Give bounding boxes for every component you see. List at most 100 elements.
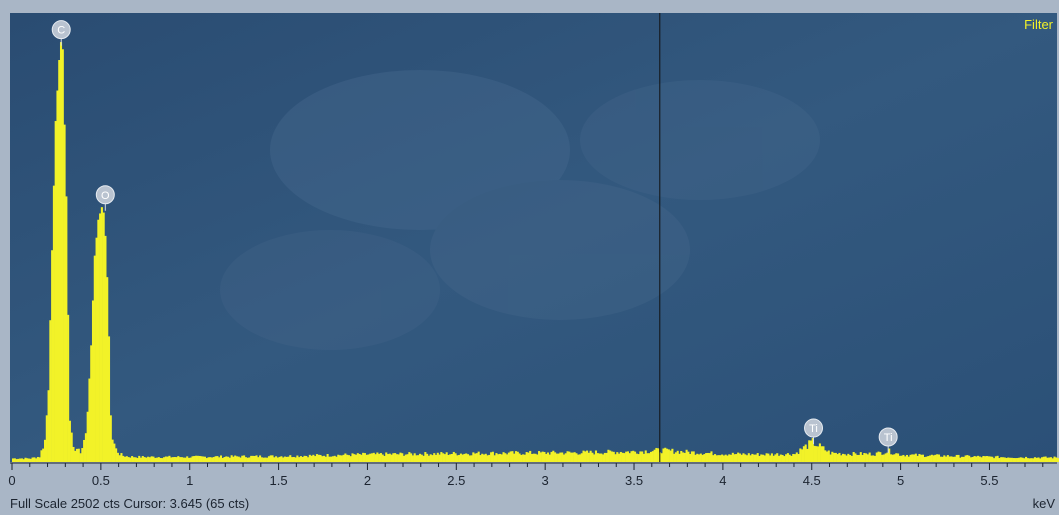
spectrum-bin (856, 454, 859, 462)
peak-marker-ti[interactable]: Ti (804, 418, 824, 445)
spectrum-bin (612, 451, 615, 462)
spectrum-bin (991, 456, 994, 462)
spectrum-bin (177, 456, 180, 462)
spectrum-bin (20, 458, 23, 462)
spectrum-bin (753, 454, 756, 462)
spectrum-bin (31, 457, 34, 462)
spectrum-bin (385, 452, 388, 462)
spectrum-bin (36, 456, 39, 462)
spectrum-bin (475, 453, 478, 462)
spectrum-bin (575, 453, 578, 462)
spectrum-bin (1053, 456, 1056, 462)
spectrum-bin (438, 454, 441, 462)
spectrum-bin (863, 453, 866, 462)
spectrum-bin (666, 448, 669, 462)
spectrum-bin (877, 451, 880, 462)
spectrum-bin (710, 451, 713, 462)
spectrum-bin (504, 453, 507, 462)
spectrum-bin (683, 452, 686, 462)
spectrum-bin (136, 458, 139, 462)
spectrum-bin (131, 456, 134, 462)
spectrum-bin (516, 451, 519, 462)
spectrum-bin (42, 448, 45, 462)
spectrum-bin (65, 196, 68, 462)
spectrum-bin (767, 453, 770, 462)
spectrum-bin (898, 455, 901, 462)
spectrum-bin (680, 450, 683, 462)
spectrum-bin (841, 453, 845, 462)
spectrum-bin (427, 455, 430, 462)
spectrum-bin (552, 450, 555, 462)
spectrum-bin (319, 454, 322, 462)
spectrum-bin (410, 453, 413, 462)
spectrum-bin (486, 455, 489, 462)
spectrum-bin (948, 456, 951, 462)
spectrum-bin (1023, 458, 1026, 462)
spectrum-bin (538, 451, 541, 462)
spectrum-bin (189, 457, 192, 462)
spectrum-bin (660, 453, 663, 462)
spectrum-bin (323, 455, 326, 462)
peak-marker-circle (95, 185, 115, 205)
spectrum-bin (1055, 457, 1058, 462)
spectrum-series (12, 42, 1059, 463)
spectrum-bin (593, 454, 596, 462)
spectrum-bin (278, 456, 281, 462)
spectrum-bin (724, 454, 727, 462)
plot-area[interactable] (10, 13, 1057, 462)
spectrum-bin (122, 455, 125, 462)
spectrum-bin (507, 452, 510, 462)
spectrum-bin (623, 453, 626, 462)
spectrum-bin (530, 454, 534, 462)
spectrum-bin (701, 454, 704, 462)
spectrum-bin (729, 454, 733, 462)
peak-marker-o[interactable]: O (95, 185, 115, 211)
spectrum-bin (424, 452, 427, 462)
peak-label: O (101, 190, 110, 202)
peak-label: Ti (884, 432, 893, 444)
peak-marker-circle (878, 427, 898, 447)
spectrum-bin (426, 453, 429, 462)
spectrum-bin (532, 453, 535, 462)
spectrum-bin (161, 458, 164, 462)
spectrum-bin (699, 453, 702, 462)
spectrum-bin (1012, 458, 1015, 462)
spectrum-bin (250, 455, 253, 462)
spectrum-bin (929, 455, 932, 462)
spectrum-bin (868, 452, 871, 462)
spectrum-bin (255, 455, 258, 462)
spectrum-bin (173, 456, 176, 462)
spectrum-bin (840, 455, 843, 462)
spectrum-bin (132, 457, 135, 462)
spectrum-bin (1019, 457, 1022, 462)
spectrum-bin (218, 457, 221, 462)
spectrum-bin (621, 452, 624, 462)
spectrum-bin (15, 459, 18, 462)
spectrum-bin (371, 453, 374, 462)
spectrum-bin (520, 454, 523, 462)
spectrum-bin (214, 456, 217, 462)
spectrum-bin (399, 452, 402, 462)
spectrum-bin (749, 455, 752, 462)
spectrum-bin (998, 458, 1001, 462)
filter-label[interactable]: Filter (1024, 17, 1054, 32)
spectrum-bin (740, 454, 743, 462)
spectrum-bin (857, 454, 861, 462)
spectrum-bin (685, 449, 688, 462)
spectrum-bin (1042, 456, 1045, 462)
spectrum-bin (346, 454, 349, 462)
spectrum-bin (820, 446, 823, 462)
spectrum-bin (1003, 457, 1006, 462)
spectrum-bin (401, 453, 404, 462)
spectrum-bin (104, 235, 107, 462)
spectrum-bin (689, 453, 692, 462)
peak-marker-c[interactable]: C (51, 20, 71, 46)
spectrum-bin (879, 452, 882, 462)
spectrum-bin (529, 450, 532, 462)
spectrum-bin (927, 456, 930, 462)
spectrum-bin (171, 457, 175, 462)
spectrum-bin (159, 458, 162, 462)
spectrum-bin (163, 457, 166, 462)
peak-marker-ti[interactable]: Ti (878, 427, 898, 454)
